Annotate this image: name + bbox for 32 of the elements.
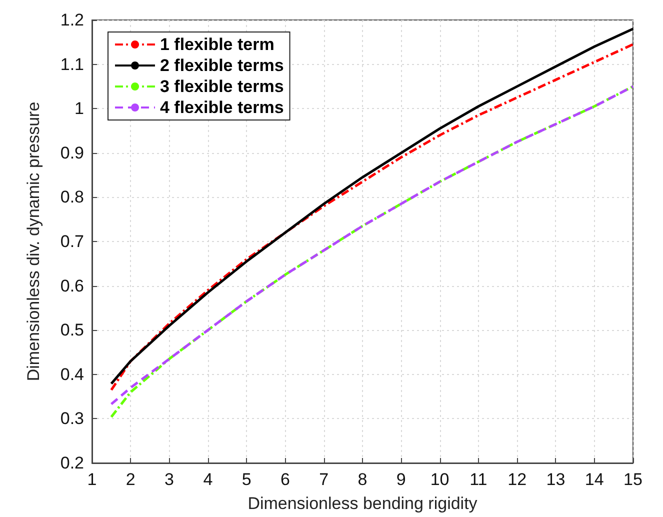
- y-tick-label: 0.3: [60, 409, 84, 428]
- x-tick-label: 8: [358, 470, 368, 489]
- x-tick-label: 5: [242, 470, 252, 489]
- x-tick-label: 10: [430, 470, 450, 489]
- x-tick-label: 3: [164, 470, 174, 489]
- y-axis-title: Dimensionless div. dynamic pressure: [24, 102, 43, 382]
- y-tick-label: 0.7: [60, 232, 84, 251]
- legend-label: 2 flexible terms: [160, 56, 284, 75]
- x-axis-title: Dimensionless bending rigidity: [248, 494, 478, 513]
- y-tick-label: 0.8: [60, 188, 84, 207]
- x-tick-label: 4: [203, 470, 213, 489]
- x-tick-label: 2: [126, 470, 136, 489]
- x-tick-label: 14: [584, 470, 604, 489]
- x-tick-label: 9: [396, 470, 406, 489]
- x-tick-label: 12: [508, 470, 527, 489]
- y-tick-label: 0.6: [60, 276, 84, 296]
- legend-label: 3 flexible terms: [160, 77, 284, 96]
- y-tick-label: 0.9: [60, 143, 84, 162]
- x-tick-label: 6: [280, 470, 290, 489]
- y-tick-label: 0.5: [60, 320, 84, 340]
- y-tick-label: 1.2: [60, 10, 84, 30]
- x-tick-label: 13: [546, 470, 566, 489]
- legend-label: 4 flexible terms: [160, 98, 284, 117]
- x-tick-label: 7: [319, 470, 329, 489]
- x-tick-label: 1: [87, 470, 97, 489]
- x-tick-label: 15: [624, 470, 642, 489]
- y-tick-label: 1.1: [60, 54, 84, 74]
- legend-label: 1 flexible term: [160, 35, 274, 54]
- x-tick-label: 11: [470, 470, 488, 489]
- y-tick-label: 0.4: [60, 364, 84, 384]
- y-tick-label: 1: [74, 99, 84, 118]
- y-tick-label: 0.2: [60, 454, 84, 472]
